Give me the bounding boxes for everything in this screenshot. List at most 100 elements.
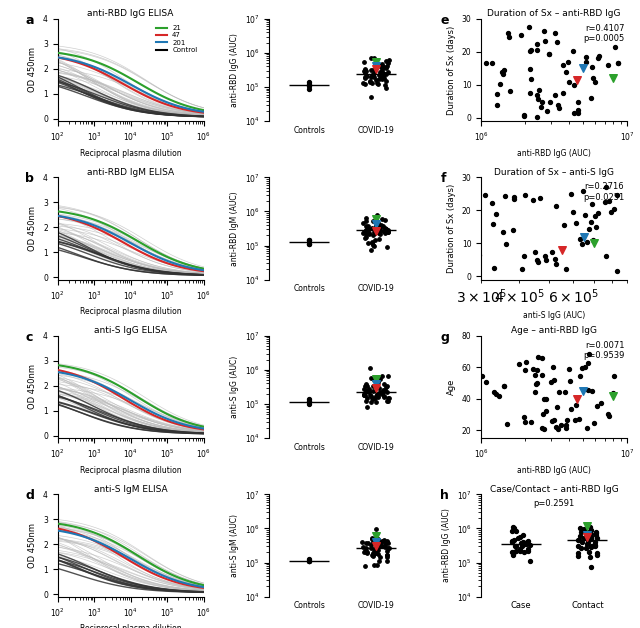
Point [569,108,579,118]
Point [364,221,374,231]
Point [538,409,548,420]
Point [537,353,547,363]
Point [523,546,533,556]
Y-axis label: Duration of Sx (days): Duration of Sx (days) [447,25,456,114]
Point [304,77,314,87]
Point [499,381,509,391]
Point [515,532,525,542]
Point [377,59,387,69]
Title: anti-RBD IgM ELISA: anti-RBD IgM ELISA [87,168,174,176]
Point [381,224,392,234]
Point [588,235,598,245]
Point [608,73,618,84]
Point [561,423,571,433]
Point [366,245,376,255]
Point [532,90,542,100]
Point [520,417,531,427]
Point [304,394,314,404]
Point [373,546,383,556]
Point [520,539,530,550]
X-axis label: anti-S IgG (AUC): anti-S IgG (AUC) [523,311,586,320]
Point [381,546,392,556]
Point [380,224,390,234]
Point [489,387,499,398]
Point [551,201,561,211]
Point [362,71,372,81]
Point [371,57,381,67]
Point [378,62,388,72]
Point [371,219,381,229]
Point [366,53,376,63]
Point [611,41,621,51]
Point [380,540,390,550]
Point [380,542,390,552]
Point [371,214,381,224]
Point [364,229,374,239]
Point [378,385,388,395]
Point [372,534,383,544]
Point [304,236,314,246]
Point [552,37,562,47]
Point [375,224,385,234]
Point [371,65,381,75]
Point [582,527,593,537]
Point [371,235,381,245]
Point [362,386,372,396]
Text: c: c [26,331,33,344]
Point [368,548,378,558]
Point [481,377,492,387]
Point [362,381,372,391]
Point [467,82,477,92]
Y-axis label: OD 450nm: OD 450nm [28,523,38,568]
Point [369,534,380,544]
Point [582,357,593,367]
Point [547,247,557,257]
Point [379,391,389,401]
Point [378,62,388,72]
Point [383,393,394,403]
Point [361,67,371,77]
Text: p=0.2591: p=0.2591 [534,499,575,509]
Point [550,422,561,432]
Point [589,540,600,550]
Point [359,57,369,67]
Point [600,181,611,192]
Point [360,64,371,74]
Point [361,396,371,406]
Point [586,529,596,539]
Point [371,220,381,230]
Point [592,401,602,411]
Point [378,222,388,232]
Point [536,102,547,112]
Title: Duration of Sx – anti-S IgG: Duration of Sx – anti-S IgG [494,168,614,176]
Point [501,239,511,249]
Point [511,541,521,551]
Point [365,77,375,87]
Point [376,537,386,547]
Point [497,67,508,77]
Title: Age – anti-RBD IgG: Age – anti-RBD IgG [511,326,597,335]
Point [573,97,584,107]
Point [550,254,561,264]
Y-axis label: anti-S IgM (AUC): anti-S IgM (AUC) [230,514,239,577]
Point [369,68,380,78]
Y-axis label: OD 450nm: OD 450nm [28,364,38,409]
Point [304,79,314,89]
Point [381,69,391,79]
Point [375,229,385,239]
Title: Case/Contact – anti-RBD IgG: Case/Contact – anti-RBD IgG [490,485,618,494]
Point [371,220,381,230]
Point [557,88,568,98]
Point [488,219,499,229]
Point [364,384,374,394]
Point [359,390,369,400]
Point [368,65,378,75]
Point [374,228,384,238]
Point [358,228,368,238]
Point [367,223,377,233]
Point [547,416,557,426]
Point [360,543,371,553]
Point [508,550,518,560]
Point [591,533,602,543]
Point [603,409,613,420]
